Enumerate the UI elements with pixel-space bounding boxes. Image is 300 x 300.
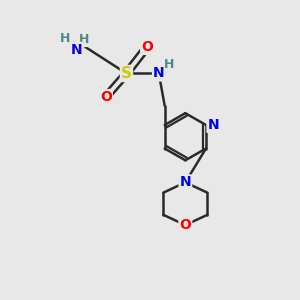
Text: O: O <box>100 90 112 104</box>
Text: H: H <box>164 58 174 71</box>
Text: H: H <box>59 32 70 45</box>
Text: N: N <box>179 176 191 189</box>
Text: N: N <box>208 118 219 132</box>
Text: S: S <box>121 66 132 81</box>
Text: O: O <box>179 218 191 232</box>
Text: N: N <box>153 66 165 80</box>
Text: H: H <box>79 33 89 46</box>
Text: N: N <box>70 43 82 57</box>
Text: O: O <box>141 40 153 54</box>
